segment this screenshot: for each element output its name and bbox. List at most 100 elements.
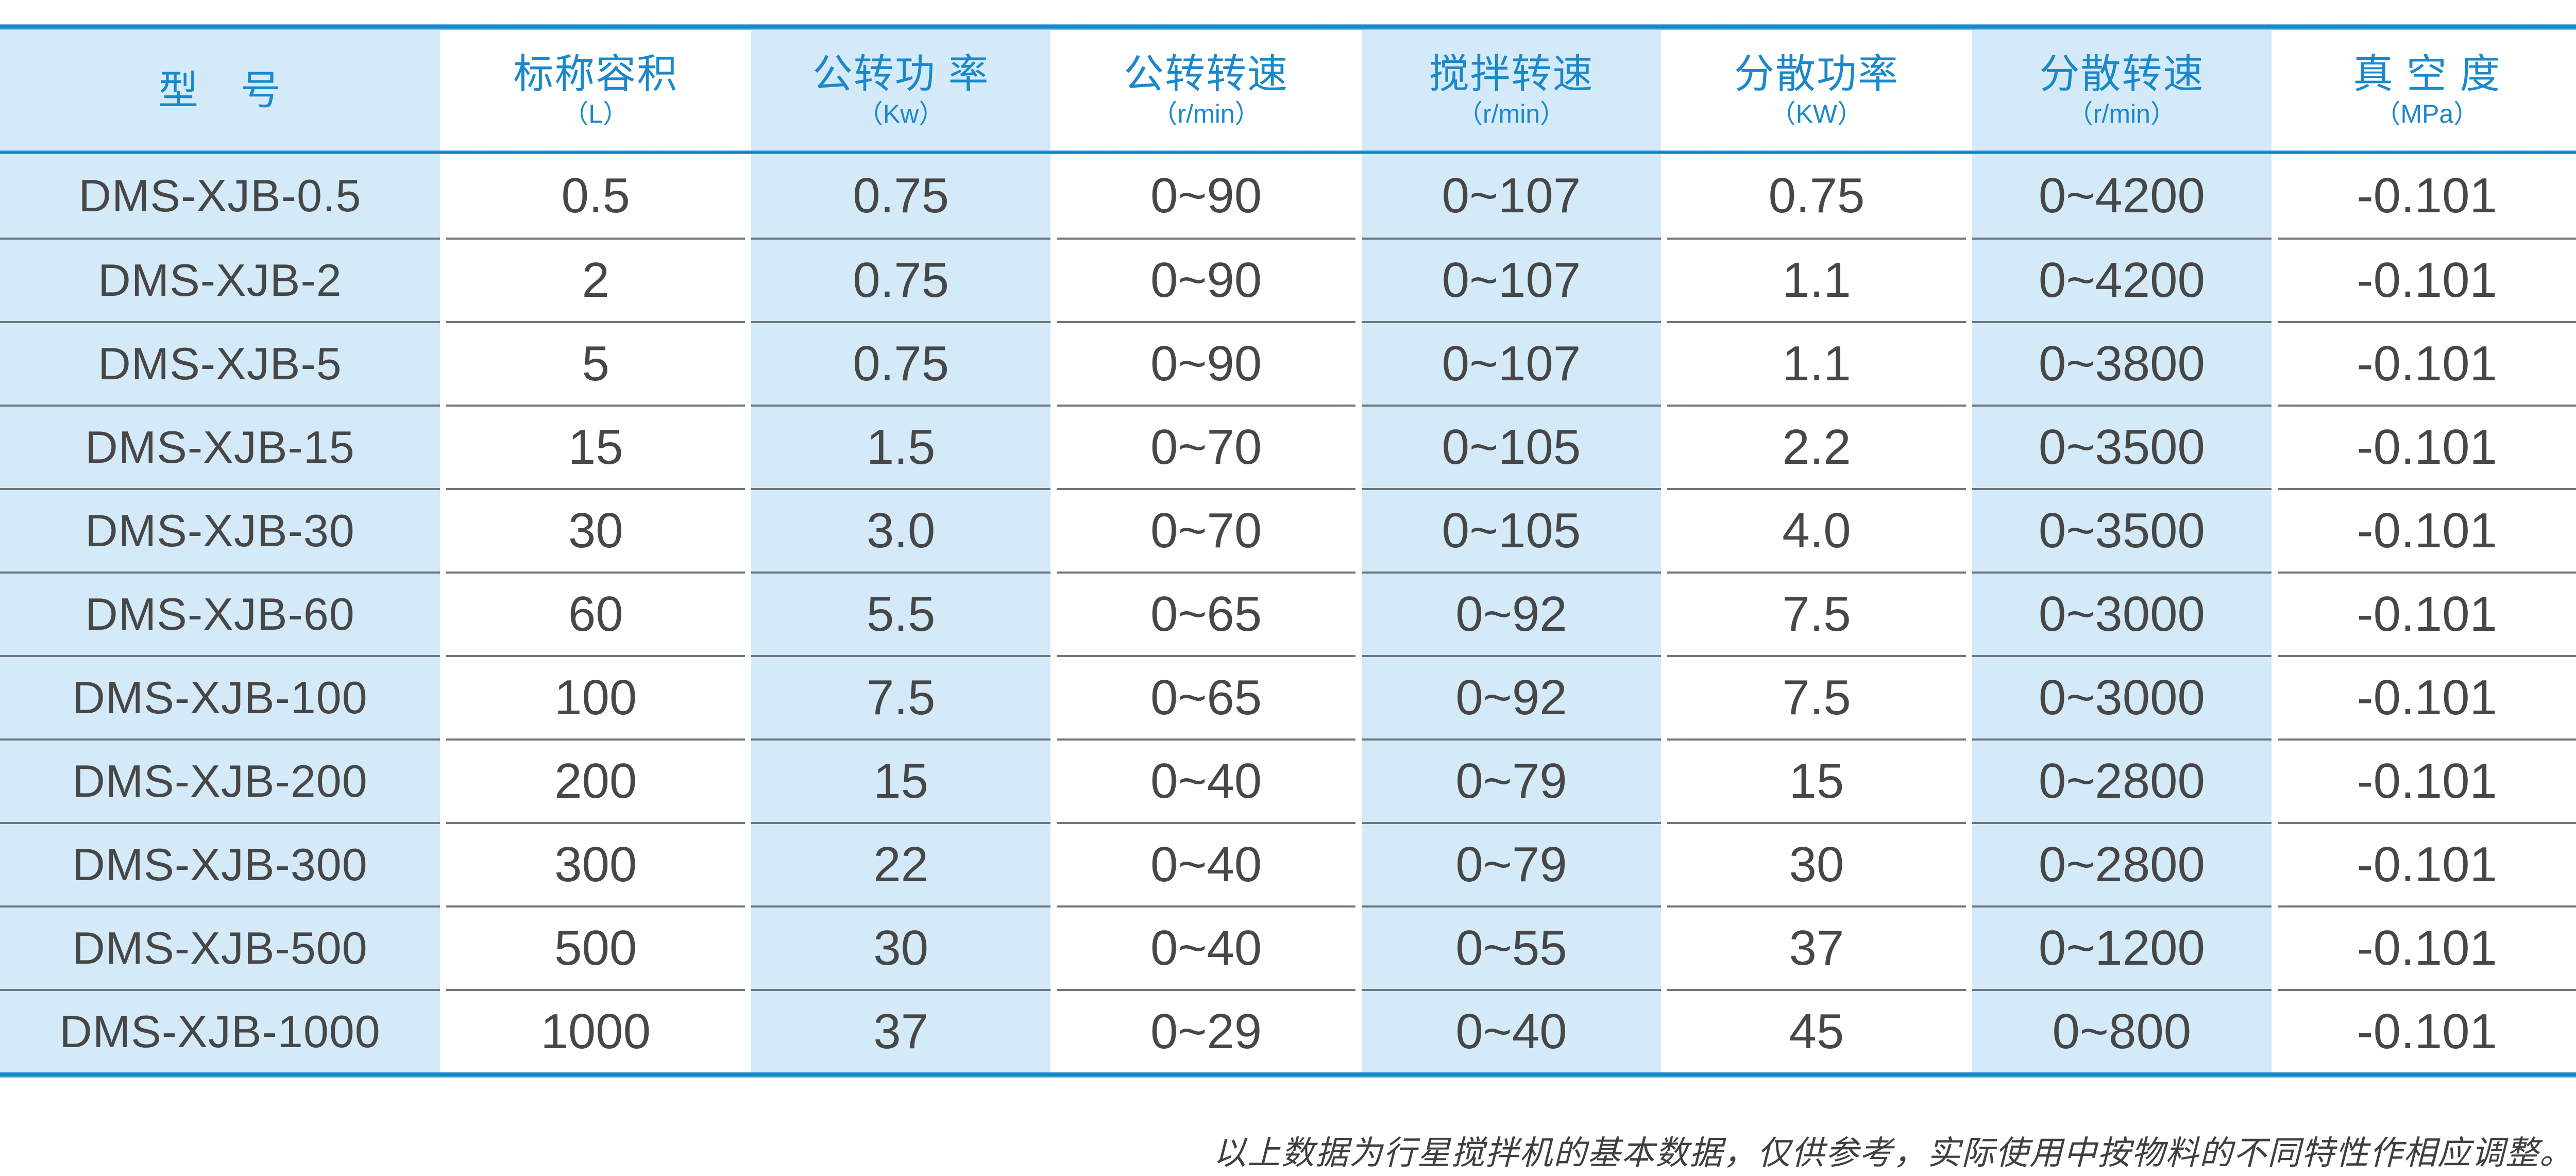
value-cell: 0~2800	[1972, 738, 2272, 822]
value-cell: 0~1200	[1972, 905, 2272, 989]
value-cell: 0~3000	[1972, 655, 2272, 738]
model-cell: DMS-XJB-2	[0, 238, 440, 321]
value-cell: 0~65	[1056, 572, 1356, 655]
column-title: 搅拌转速	[1429, 51, 1594, 96]
value-cell: 0~79	[1362, 822, 1661, 905]
value-cell: 0~3500	[1972, 405, 2272, 488]
column-header-model: 型 号	[0, 30, 440, 150]
value-cell: 2	[446, 238, 745, 321]
value-cell: 0~2800	[1972, 822, 2272, 905]
model-cell: DMS-XJB-200	[0, 738, 440, 822]
value-cell: 0~4200	[1972, 154, 2272, 238]
value-cell: 0.75	[1667, 154, 1967, 238]
value-cell: 60	[446, 572, 745, 655]
table-row: DMS-XJB-2 2 0.75 0~90 0~107 1.1 0~4200 -…	[0, 238, 2576, 321]
value-cell: -0.101	[2277, 989, 2576, 1072]
table-row: DMS-XJB-200 200 15 0~40 0~79 15 0~2800 -…	[0, 738, 2576, 822]
value-cell: 0~29	[1056, 989, 1356, 1072]
value-cell: 0~40	[1056, 822, 1356, 905]
table-row: DMS-XJB-1000 1000 37 0~29 0~40 45 0~800 …	[0, 989, 2576, 1072]
value-cell: 0~55	[1362, 905, 1661, 989]
value-cell: -0.101	[2277, 905, 2576, 989]
column-title: 公转转速	[1124, 51, 1289, 96]
value-cell: 100	[446, 655, 745, 738]
table-row: DMS-XJB-500 500 30 0~40 0~55 37 0~1200 -…	[0, 905, 2576, 989]
model-cell: DMS-XJB-100	[0, 655, 440, 738]
value-cell: 0~92	[1362, 572, 1661, 655]
value-cell: 0~92	[1362, 655, 1661, 738]
column-header-dispersion-power: 分散功率 （KW）	[1667, 30, 1967, 150]
column-header-revolution-power: 公转功 率 （Kw）	[751, 30, 1050, 150]
table-row: DMS-XJB-5 5 0.75 0~90 0~107 1.1 0~3800 -…	[0, 321, 2576, 405]
column-title: 真 空 度	[2353, 51, 2501, 96]
value-cell: -0.101	[2277, 321, 2576, 405]
table-row: DMS-XJB-30 30 3.0 0~70 0~105 4.0 0~3500 …	[0, 488, 2576, 572]
value-cell: 300	[446, 822, 745, 905]
value-cell: 0.5	[446, 154, 745, 238]
value-cell: 0~107	[1362, 154, 1661, 238]
value-cell: 30	[751, 905, 1050, 989]
value-cell: 7.5	[1667, 655, 1967, 738]
value-cell: 0~800	[1972, 989, 2272, 1072]
table-bottom-border	[0, 1072, 2576, 1078]
value-cell: 5	[446, 321, 745, 405]
value-cell: 1.1	[1667, 321, 1967, 405]
value-cell: 0.75	[751, 238, 1050, 321]
value-cell: 0~79	[1362, 738, 1661, 822]
value-cell: 15	[751, 738, 1050, 822]
value-cell: 30	[446, 488, 745, 572]
value-cell: 0~3000	[1972, 572, 2272, 655]
column-header-nominal-capacity: 标称容积 （L）	[446, 30, 745, 150]
value-cell: -0.101	[2277, 488, 2576, 572]
column-unit: （Kw）	[857, 99, 945, 128]
value-cell: 4.0	[1667, 488, 1967, 572]
column-title: 公转功 率	[812, 51, 990, 96]
value-cell: 0~4200	[1972, 238, 2272, 321]
value-cell: 0~105	[1362, 488, 1661, 572]
model-cell: DMS-XJB-1000	[0, 989, 440, 1072]
value-cell: 15	[1667, 738, 1967, 822]
value-cell: -0.101	[2277, 154, 2576, 238]
value-cell: 3.0	[751, 488, 1050, 572]
value-cell: 0~90	[1056, 321, 1356, 405]
column-title: 分散转速	[2039, 51, 2205, 96]
value-cell: 1.1	[1667, 238, 1967, 321]
value-cell: -0.101	[2277, 738, 2576, 822]
value-cell: 1.5	[751, 405, 1050, 488]
planetary-mixer-spec-sheet: 型 号 标称容积 （L） 公转功 率 （Kw） 公转转速 （r/min） 搅拌转…	[0, 24, 2576, 1176]
footnote: 以上数据为行星搅拌机的基本数据，仅供参考，实际使用中按物料的不同特性作相应调整。	[1213, 1134, 2573, 1172]
value-cell: 500	[446, 905, 745, 989]
table-row: DMS-XJB-60 60 5.5 0~65 0~92 7.5 0~3000 -…	[0, 572, 2576, 655]
model-cell: DMS-XJB-500	[0, 905, 440, 989]
value-cell: 0~40	[1056, 905, 1356, 989]
column-header-revolution-speed: 公转转速 （r/min）	[1056, 30, 1356, 150]
value-cell: 0~3800	[1972, 321, 2272, 405]
value-cell: 0~3500	[1972, 488, 2272, 572]
table-body: DMS-XJB-0.5 0.5 0.75 0~90 0~107 0.75 0~4…	[0, 154, 2576, 1072]
value-cell: 0.75	[751, 321, 1050, 405]
model-cell: DMS-XJB-60	[0, 572, 440, 655]
header-divider	[0, 150, 2576, 154]
value-cell: 1000	[446, 989, 745, 1072]
table-header-row: 型 号 标称容积 （L） 公转功 率 （Kw） 公转转速 （r/min） 搅拌转…	[0, 30, 2576, 150]
value-cell: 45	[1667, 989, 1967, 1072]
value-cell: -0.101	[2277, 405, 2576, 488]
column-unit: （r/min）	[2067, 99, 2176, 128]
value-cell: 30	[1667, 822, 1967, 905]
value-cell: 0~90	[1056, 154, 1356, 238]
table-row: DMS-XJB-300 300 22 0~40 0~79 30 0~2800 -…	[0, 822, 2576, 905]
table-row: DMS-XJB-15 15 1.5 0~70 0~105 2.2 0~3500 …	[0, 405, 2576, 488]
model-cell: DMS-XJB-300	[0, 822, 440, 905]
value-cell: 0.75	[751, 154, 1050, 238]
value-cell: 37	[751, 989, 1050, 1072]
column-unit: （r/min）	[1456, 99, 1566, 128]
value-cell: 0~40	[1362, 989, 1661, 1072]
value-cell: 7.5	[751, 655, 1050, 738]
value-cell: 0~70	[1056, 488, 1356, 572]
model-cell: DMS-XJB-0.5	[0, 154, 440, 238]
value-cell: 15	[446, 405, 745, 488]
column-unit: （L）	[563, 99, 629, 128]
model-cell: DMS-XJB-30	[0, 488, 440, 572]
value-cell: 5.5	[751, 572, 1050, 655]
model-cell: DMS-XJB-15	[0, 405, 440, 488]
